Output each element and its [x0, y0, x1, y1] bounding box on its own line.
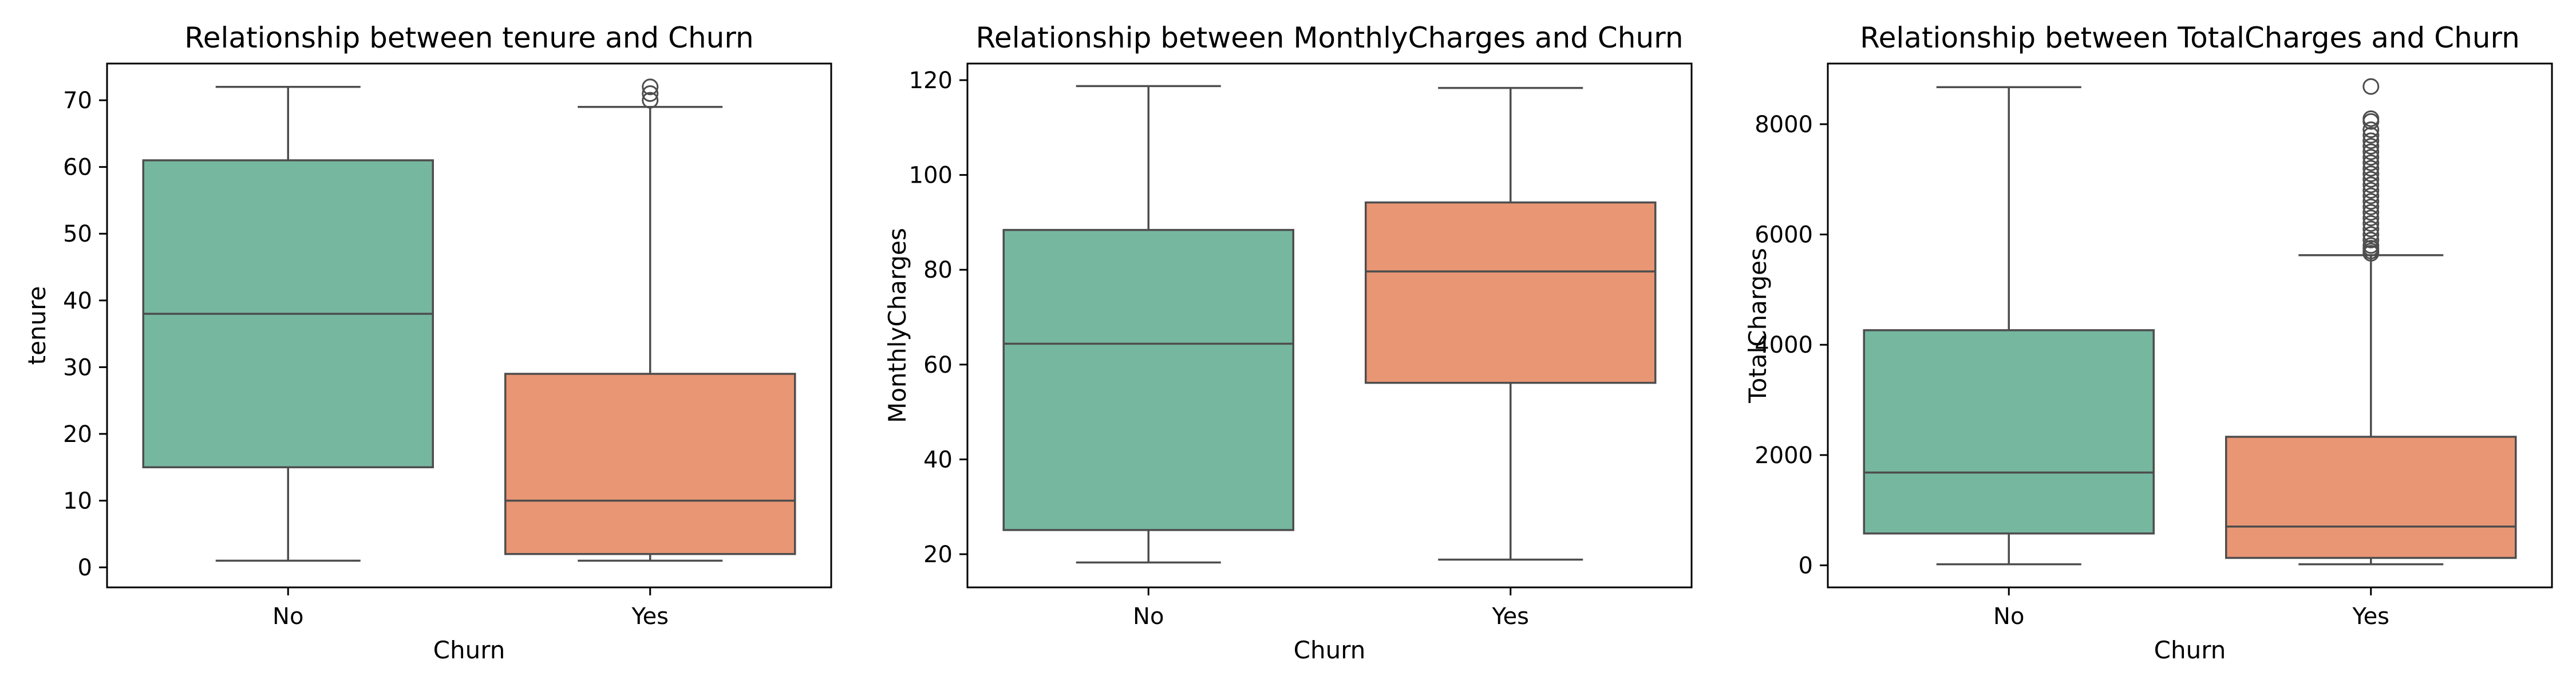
- outlier-point: [2362, 127, 2380, 144]
- outlier-point: [2362, 210, 2380, 227]
- box-iqr: [1863, 329, 2155, 535]
- chart-panel-1: Relationship between tenure and Churn 0 10…: [23, 21, 832, 664]
- y-axis-label: TotalCharges: [1744, 248, 1772, 404]
- box-iqr: [504, 373, 796, 555]
- x-axis-label: Churn: [2154, 636, 2226, 664]
- box-iqr: [1365, 201, 1657, 384]
- chart-title: Relationship between tenure and Churn: [184, 21, 753, 54]
- chart-panel-2: Relationship between MonthlyCharges and …: [883, 21, 1693, 664]
- box-yes: [1365, 86, 1657, 561]
- box-iqr: [2225, 436, 2517, 559]
- y-tick-label: 20: [63, 421, 92, 448]
- y-tick-label: 40: [923, 447, 953, 473]
- outlier-point: [2362, 215, 2380, 232]
- x-tick-label: Yes: [631, 603, 669, 630]
- plot-frame: [106, 62, 832, 589]
- y-tick-label: 8000: [1755, 112, 1813, 138]
- x-tick-label: No: [1133, 603, 1164, 630]
- chart-panel-3: Relationship between TotalCharges and Ch…: [1744, 21, 2553, 664]
- y-tick-label: 120: [909, 68, 953, 94]
- x-tick-label: Yes: [2352, 603, 2389, 630]
- x-axis-label: Churn: [433, 636, 505, 664]
- y-tick-label: 60: [63, 155, 92, 181]
- box-no: [1002, 85, 1294, 564]
- y-tick-label: 40: [63, 288, 92, 314]
- outlier-point: [642, 92, 659, 109]
- outlier-point: [2362, 132, 2380, 149]
- plot-frame: [1827, 62, 2553, 589]
- x-axis-label: Churn: [1294, 636, 1366, 664]
- outlier-point: [2362, 220, 2380, 238]
- y-tick-label: 30: [63, 354, 92, 381]
- x-tick-label: Yes: [1491, 603, 1529, 630]
- y-tick-label: 80: [923, 257, 953, 283]
- outlier-point: [2362, 110, 2380, 127]
- box-no: [1863, 86, 2155, 566]
- outlier-point: [2362, 171, 2380, 188]
- outlier-point: [2362, 154, 2380, 171]
- box-no: [142, 86, 434, 562]
- outlier-point: [2362, 231, 2380, 248]
- y-tick-label: 60: [923, 352, 953, 378]
- y-axis-label: tenure: [23, 286, 51, 365]
- y-axis-label: MonthlyCharges: [883, 228, 911, 423]
- outlier-point: [2362, 121, 2380, 139]
- y-tick-label: 50: [63, 221, 92, 247]
- box-yes: [2225, 78, 2517, 566]
- x-tick-label: No: [1993, 603, 2024, 630]
- outlier-point: [2362, 165, 2380, 183]
- box-iqr: [1002, 228, 1294, 531]
- outlier-point: [2362, 78, 2380, 95]
- outlier-point: [2362, 237, 2380, 254]
- chart-title: Relationship between MonthlyCharges and …: [975, 21, 1683, 54]
- outlier-point: [2362, 137, 2380, 155]
- y-tick-label: 6000: [1755, 222, 1813, 248]
- chart-title: Relationship between TotalCharges and Ch…: [1860, 21, 2520, 54]
- outlier-point: [2362, 198, 2380, 215]
- y-tick-label: 4000: [1755, 332, 1813, 358]
- box-yes: [504, 78, 796, 562]
- outlier-point: [2362, 160, 2380, 177]
- y-tick-label: 70: [63, 88, 92, 114]
- y-tick-label: 20: [923, 542, 953, 568]
- x-tick-label: No: [272, 603, 303, 630]
- y-tick-label: 10: [63, 488, 92, 514]
- outlier-point: [2362, 226, 2380, 243]
- y-tick-label: 2000: [1755, 443, 1813, 469]
- outlier-point: [2362, 176, 2380, 194]
- outlier-point: [642, 85, 659, 102]
- outlier-point: [2362, 204, 2380, 221]
- y-tick-label: 0: [78, 555, 92, 581]
- outlier-point: [2362, 182, 2380, 199]
- outlier-point: [2362, 149, 2380, 166]
- outlier-point: [2362, 193, 2380, 210]
- y-tick-label: 0: [1799, 552, 1813, 579]
- y-tick-label: 100: [909, 163, 953, 189]
- outlier-point: [2362, 143, 2380, 160]
- outlier-point: [642, 78, 659, 96]
- plot-frame: [966, 62, 1693, 589]
- outlier-point: [2362, 187, 2380, 204]
